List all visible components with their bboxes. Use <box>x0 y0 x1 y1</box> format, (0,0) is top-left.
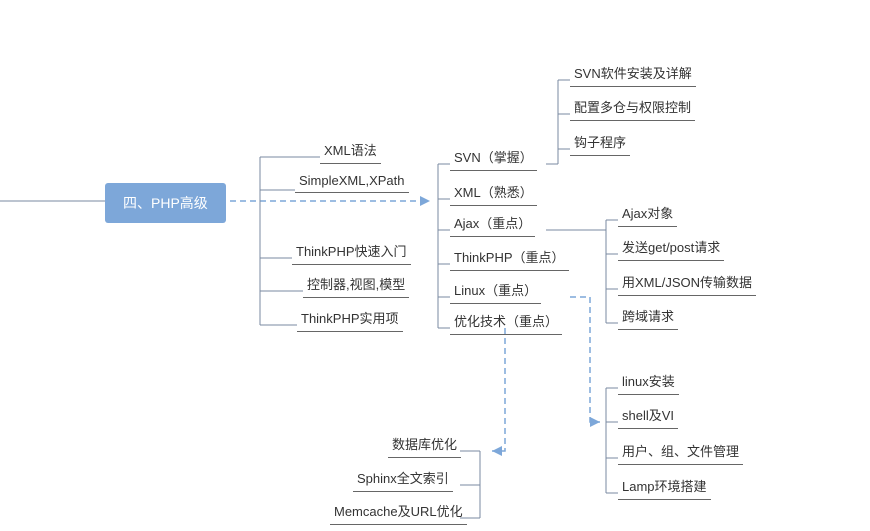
node-simplexml: SimpleXML,XPath <box>295 173 409 193</box>
label: Linux（重点） <box>454 283 537 298</box>
node-tp-practice: ThinkPHP实用项 <box>297 308 403 332</box>
node-thinkphp: ThinkPHP（重点） <box>450 247 569 271</box>
node-linux: Linux（重点） <box>450 280 541 304</box>
label: linux安装 <box>622 374 675 389</box>
node-linux-user: 用户、组、文件管理 <box>618 441 743 465</box>
node-xml: XML（熟悉） <box>450 182 537 206</box>
node-linux-install: linux安装 <box>618 371 679 395</box>
root-node: 四、PHP高级 <box>105 183 226 223</box>
node-linux-lamp: Lamp环境搭建 <box>618 476 711 500</box>
label: ThinkPHP实用项 <box>301 311 399 326</box>
label: 数据库优化 <box>392 437 457 452</box>
node-opt-db: 数据库优化 <box>388 434 461 458</box>
node-svn: SVN（掌握） <box>450 147 537 171</box>
root-label: 四、PHP高级 <box>123 195 208 211</box>
node-opt-sphinx: Sphinx全文索引 <box>353 468 453 492</box>
label: Sphinx全文索引 <box>357 471 449 486</box>
label: ThinkPHP（重点） <box>454 250 565 265</box>
label: 用XML/JSON传输数据 <box>622 275 752 290</box>
label: 用户、组、文件管理 <box>622 444 739 459</box>
node-opt: 优化技术（重点） <box>450 311 562 335</box>
label: XML（熟悉） <box>454 185 533 200</box>
node-linux-shell: shell及VI <box>618 405 678 429</box>
node-mvc: 控制器,视图,模型 <box>303 274 409 298</box>
node-ajax: Ajax（重点） <box>450 213 535 237</box>
node-xml-syntax: XML语法 <box>320 140 381 164</box>
node-ajax-data: 用XML/JSON传输数据 <box>618 272 756 296</box>
label: 优化技术（重点） <box>454 314 558 329</box>
label: 钩子程序 <box>574 135 626 150</box>
label: Memcache及URL优化 <box>334 504 463 519</box>
label: Lamp环境搭建 <box>622 479 707 494</box>
node-svn-repo: 配置多仓与权限控制 <box>570 97 695 121</box>
label: SimpleXML,XPath <box>299 173 405 188</box>
node-opt-memc: Memcache及URL优化 <box>330 501 467 525</box>
label: 配置多仓与权限控制 <box>574 100 691 115</box>
node-ajax-send: 发送get/post请求 <box>618 237 724 261</box>
node-svn-hook: 钩子程序 <box>570 132 630 156</box>
label: 跨域请求 <box>622 309 674 324</box>
label: Ajax对象 <box>622 206 673 221</box>
label: ThinkPHP快速入门 <box>296 244 407 259</box>
label: SVN（掌握） <box>454 150 533 165</box>
node-ajax-cross: 跨域请求 <box>618 306 678 330</box>
label: Ajax（重点） <box>454 216 531 231</box>
node-tp-intro: ThinkPHP快速入门 <box>292 241 411 265</box>
label: shell及VI <box>622 408 674 423</box>
node-ajax-obj: Ajax对象 <box>618 203 677 227</box>
node-svn-install: SVN软件安装及详解 <box>570 63 696 87</box>
label: 控制器,视图,模型 <box>307 277 405 292</box>
label: 发送get/post请求 <box>622 240 720 255</box>
label: XML语法 <box>324 143 377 158</box>
label: SVN软件安装及详解 <box>574 66 692 81</box>
